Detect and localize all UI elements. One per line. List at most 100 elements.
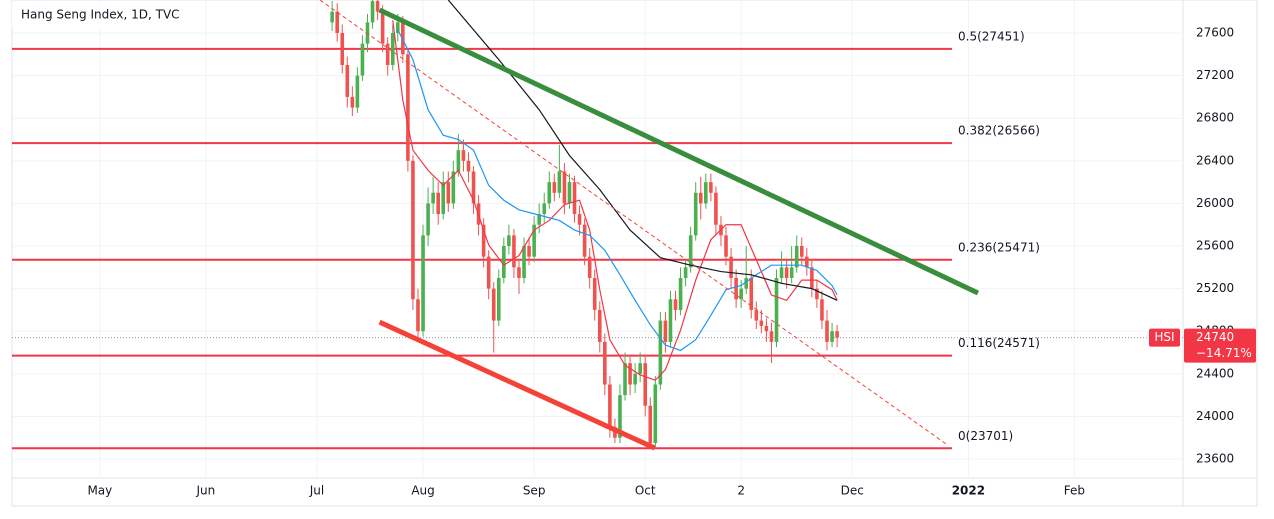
candle-body <box>486 256 491 289</box>
chart-title: Hang Seng Index, 1D, TVC <box>21 8 180 22</box>
candle-body <box>592 277 597 310</box>
candle-body <box>401 22 405 55</box>
candle-body <box>764 325 769 332</box>
candle-body <box>739 288 743 300</box>
candle-body <box>547 182 552 204</box>
candle-body <box>507 235 511 247</box>
candle-body <box>340 33 345 65</box>
candle-body <box>441 182 446 215</box>
candle-body <box>431 192 435 204</box>
candle-body <box>608 384 612 428</box>
candle-body <box>335 11 339 34</box>
candle-body <box>522 246 526 278</box>
candle-body <box>446 182 451 204</box>
candle-body <box>638 363 642 374</box>
ma-line <box>397 29 838 352</box>
level-label: 0.382(26566) <box>958 124 1040 138</box>
candle-body <box>567 182 572 204</box>
x-tick-label: 2022 <box>952 484 985 498</box>
y-tick-label: 25200 <box>1196 281 1234 295</box>
candle-body <box>436 192 440 215</box>
level-label: 0.236(25471) <box>958 240 1040 254</box>
candle-body <box>714 192 718 225</box>
candle-body <box>628 363 632 385</box>
candle-body <box>729 256 733 278</box>
candle-body <box>643 363 648 406</box>
symbol-tag: HSI <box>1154 330 1174 344</box>
y-tick-label: 23600 <box>1196 452 1234 466</box>
price-tag-value: 24740 <box>1196 330 1234 344</box>
candle-body <box>734 277 738 300</box>
price-tag-change: −14.71% <box>1196 346 1252 360</box>
candle-body <box>794 246 799 268</box>
candle-body <box>532 224 536 257</box>
candle-body <box>789 267 794 278</box>
candle-body <box>754 309 759 321</box>
candle-body <box>688 235 693 268</box>
candle-body <box>759 320 764 326</box>
candle-body <box>830 331 834 342</box>
x-tick-label: Jun <box>196 484 216 498</box>
x-tick-label: Aug <box>411 484 434 498</box>
x-tick-label: Oct <box>635 484 656 498</box>
candle-body <box>562 171 567 204</box>
candle-body <box>365 22 370 44</box>
candle-body <box>648 405 653 444</box>
candle-body <box>799 246 804 257</box>
x-tick-label: 2 <box>737 484 745 498</box>
trend-line <box>319 0 948 446</box>
candle-body <box>784 267 789 278</box>
candle-body <box>633 373 637 385</box>
candle-body <box>355 75 360 108</box>
candle-body <box>769 331 774 342</box>
candle-body <box>673 299 678 310</box>
candle-body <box>744 277 749 289</box>
candle-body <box>390 33 395 65</box>
y-tick-label: 27600 <box>1196 26 1234 40</box>
grid <box>12 0 1183 478</box>
axes: 2360024000244002480025200256002600026400… <box>87 26 1256 498</box>
candle-body <box>779 267 784 278</box>
candle-body <box>537 214 541 225</box>
symbol-tag-bg <box>1149 328 1180 347</box>
candle-body <box>496 277 501 321</box>
candle-body <box>678 277 683 310</box>
candle-body <box>426 203 430 236</box>
candle-body <box>517 267 521 278</box>
trend-line <box>378 319 656 451</box>
candle-body <box>481 224 486 257</box>
candle-body <box>491 288 496 321</box>
candle-body <box>375 1 380 12</box>
candle-body <box>466 160 471 172</box>
candle-body <box>406 54 410 161</box>
x-tick-label: Sep <box>523 484 546 498</box>
candle-body <box>668 299 673 342</box>
candle-body <box>451 171 456 204</box>
candle-body <box>552 182 557 193</box>
level-label: 0(23701) <box>958 429 1013 443</box>
candle-body <box>395 22 400 34</box>
candle-body <box>330 11 334 23</box>
candle-body <box>461 150 466 161</box>
level-label: 0.116(24571) <box>958 336 1040 350</box>
candle-body <box>512 235 516 268</box>
candle-body <box>749 277 754 310</box>
frame <box>11 0 1258 507</box>
y-tick-label: 25600 <box>1196 239 1234 253</box>
ma-line <box>447 0 838 301</box>
candle-body <box>825 320 829 342</box>
candle-body <box>603 341 607 385</box>
y-tick-label: 26400 <box>1196 153 1234 167</box>
candle-body <box>557 171 562 193</box>
candle-body <box>471 171 476 204</box>
candle-body <box>724 235 728 257</box>
trend-line <box>378 7 980 296</box>
candle-body <box>345 64 350 97</box>
candle-body <box>815 288 819 300</box>
candle-body <box>704 182 708 204</box>
candle-body <box>709 182 713 193</box>
x-tick-label: May <box>87 484 112 498</box>
candle-body <box>360 43 365 76</box>
candle-body <box>820 299 824 321</box>
candle-body <box>385 43 390 65</box>
